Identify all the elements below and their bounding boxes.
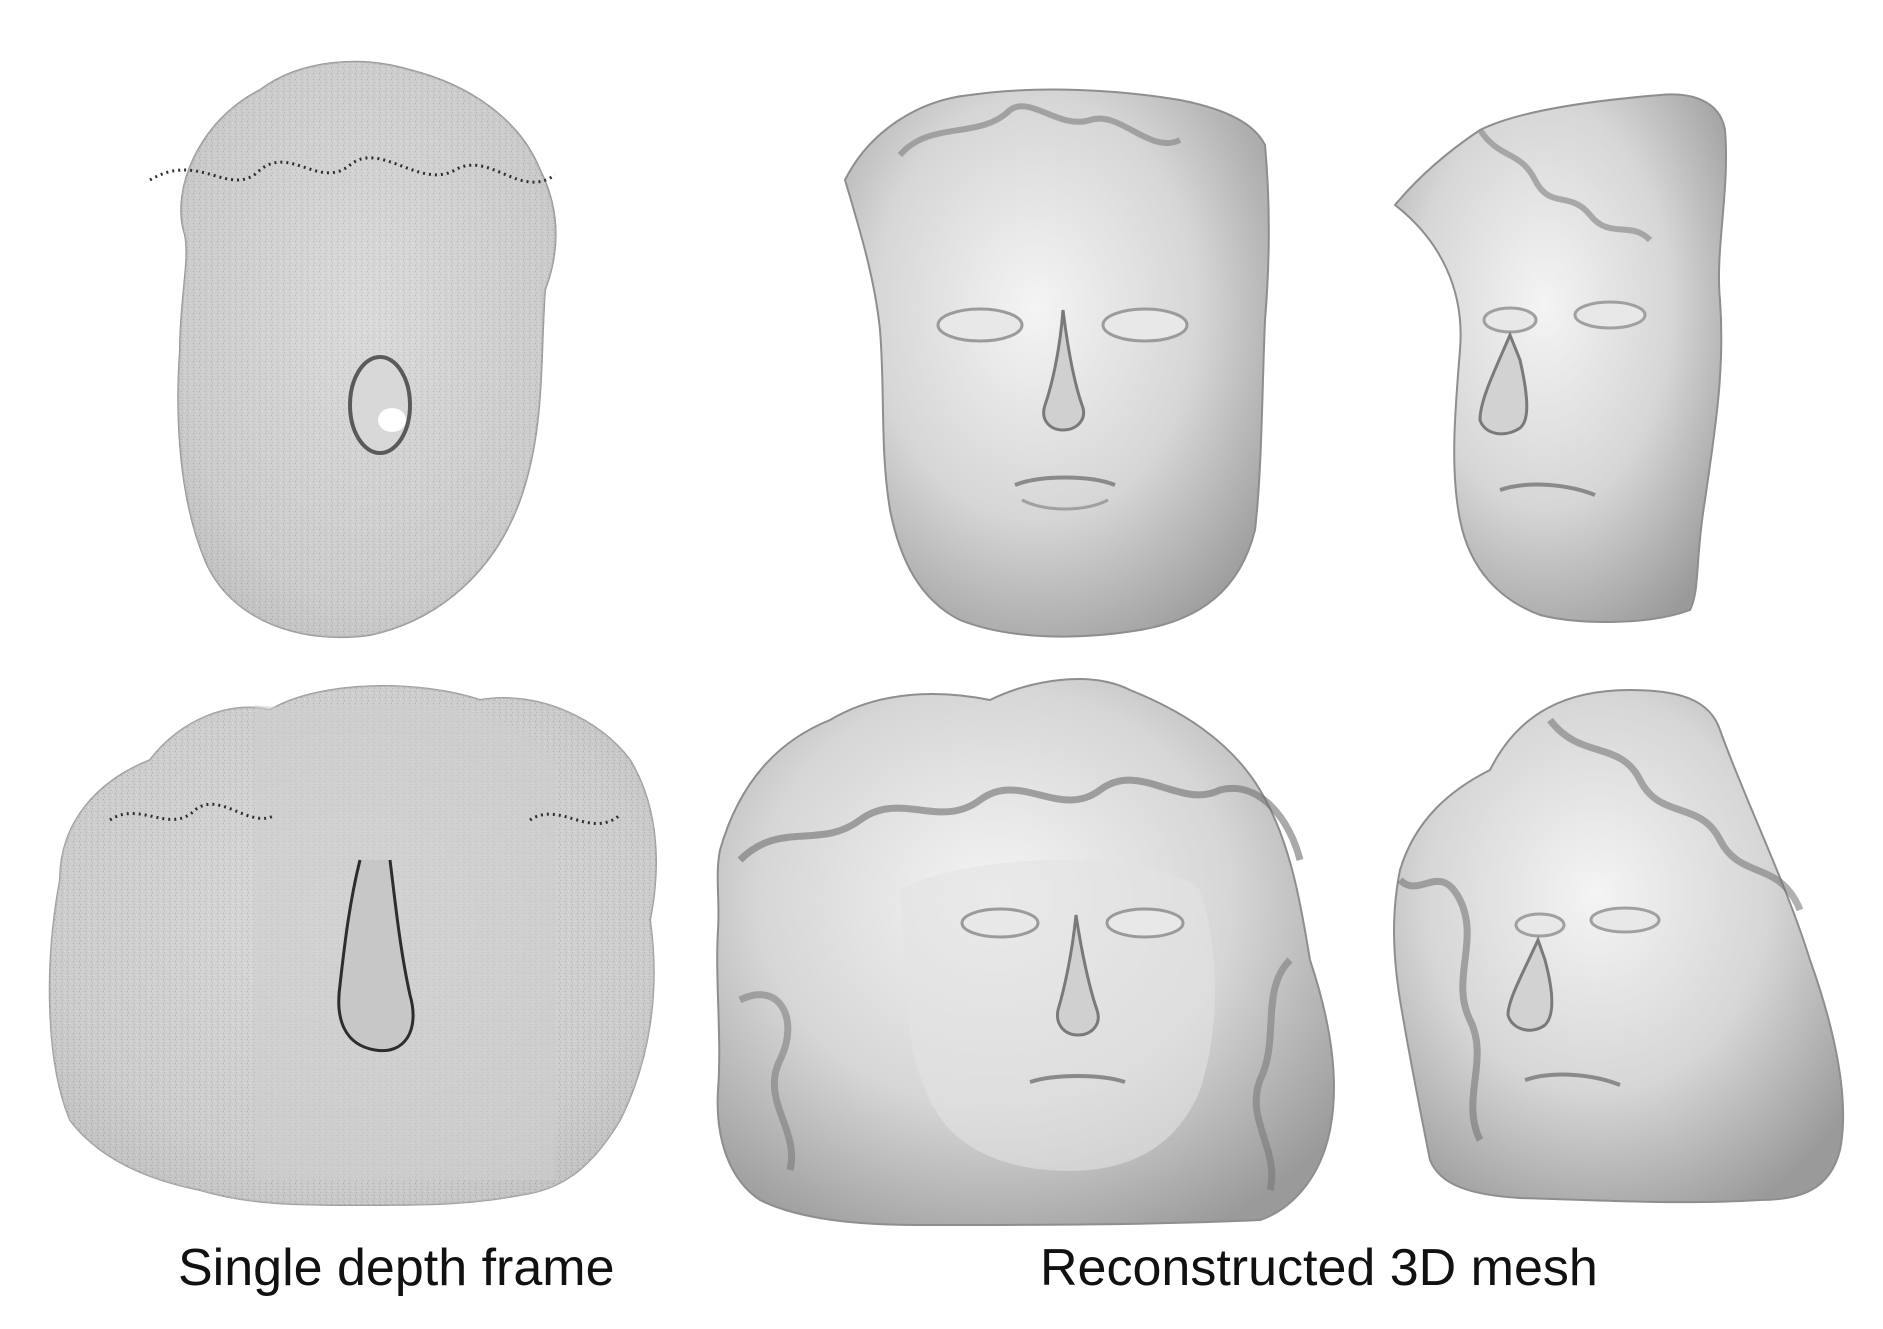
depth-frame-bottom xyxy=(48,685,657,1206)
mesh-front-top xyxy=(843,88,1270,638)
depth-frame-top xyxy=(149,60,557,639)
mesh-side-top xyxy=(1393,93,1728,623)
mesh-front-bottom xyxy=(716,678,1335,1227)
mesh-side-bottom xyxy=(1393,688,1845,1204)
caption-single-depth-frame: Single depth frame xyxy=(178,1239,615,1297)
caption-reconstructed-mesh: Reconstructed 3D mesh xyxy=(1040,1239,1598,1297)
